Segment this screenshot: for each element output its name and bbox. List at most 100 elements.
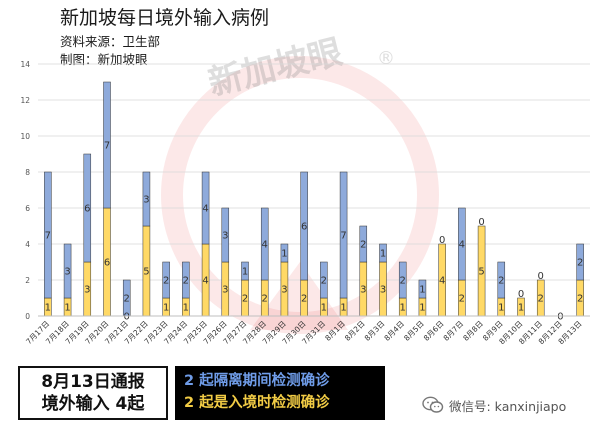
- data-label-bottom: 3: [84, 285, 90, 296]
- data-label-bottom: 2: [538, 294, 544, 305]
- data-label-top: 1: [419, 285, 425, 296]
- bar-top-segment: [201, 171, 210, 245]
- bar-top-segment: [260, 207, 269, 281]
- data-label-top: 2: [321, 276, 327, 287]
- data-label-bottom: 2: [242, 294, 248, 305]
- data-label-top: 7: [340, 231, 346, 242]
- data-label-bottom: 1: [163, 303, 169, 314]
- bar-top-segment: [359, 225, 368, 263]
- bar-top-segment: [182, 261, 190, 299]
- data-label-bottom: 1: [518, 303, 524, 314]
- data-label-bottom: 1: [340, 303, 346, 314]
- bar-top-segment: [241, 261, 249, 281]
- y-tick-label: 14: [20, 60, 30, 69]
- detail-quarantine: 2 起隔离期间检测确诊: [184, 373, 330, 389]
- bar-top-segment: [83, 153, 92, 263]
- data-label-bottom: 1: [321, 303, 327, 314]
- bar-top-segment: [103, 81, 111, 209]
- data-label-top: 4: [459, 240, 465, 251]
- y-tick-label: 10: [20, 132, 30, 141]
- data-label-top: 2: [183, 276, 189, 287]
- data-label-top: 1: [380, 249, 386, 260]
- bar-top-segment: [162, 261, 170, 299]
- data-label-top: 3: [143, 195, 149, 206]
- data-label-top: 2: [400, 276, 406, 287]
- data-label-top: 0: [518, 289, 524, 300]
- bar-top-segment: [221, 207, 230, 263]
- x-tick-label: 8月5日: [402, 319, 426, 343]
- data-label-top: 6: [301, 222, 307, 233]
- data-label-top: 7: [45, 231, 51, 242]
- wechat-label: 微信号: kanxinjiapo: [449, 398, 567, 414]
- data-label-bottom: 4: [202, 276, 208, 287]
- data-label-bottom: 2: [301, 294, 307, 305]
- data-source: 资料来源：卫生部: [60, 34, 161, 49]
- detail-arrival: 2 起是入境时检测确诊: [184, 395, 330, 411]
- data-label-bottom: 2: [577, 294, 583, 305]
- bar-top-segment: [280, 243, 289, 263]
- y-tick-label: 12: [20, 96, 30, 105]
- data-label-bottom: 6: [104, 258, 110, 269]
- data-label-top: 2: [360, 240, 366, 251]
- data-label-top: 4: [202, 204, 208, 215]
- page-title: 新加坡每日境外输入病例: [60, 7, 270, 29]
- bar-top-segment: [300, 171, 308, 281]
- chart-maker: 制图：新加坡眼: [60, 52, 148, 67]
- data-label-top: 1: [242, 267, 248, 278]
- data-label-top: 2: [124, 294, 130, 305]
- data-label-bottom: 0: [557, 312, 563, 323]
- data-label-top: 1: [281, 249, 287, 260]
- data-label-top: 3: [222, 231, 228, 242]
- bar-top-segment: [576, 243, 584, 281]
- notice-count: 境外输入 4起: [41, 394, 145, 414]
- x-tick-label: 8月7日: [442, 319, 466, 343]
- bar-top-segment: [418, 279, 427, 299]
- notice-date: 8月13日通报: [41, 372, 145, 392]
- data-label-bottom: 5: [143, 267, 149, 278]
- data-label-top: 3: [64, 267, 70, 278]
- wechat-icon: [422, 396, 444, 413]
- data-label-bottom: 2: [459, 294, 465, 305]
- x-tick-label: 8月8日: [461, 319, 485, 343]
- bar-top-segment: [458, 207, 466, 281]
- bar-top-segment: [142, 171, 151, 227]
- data-label-top: 2: [577, 258, 583, 269]
- data-label-bottom: 3: [281, 285, 287, 296]
- bar-top-segment: [320, 261, 328, 299]
- x-tick-label: 8月6日: [422, 319, 446, 343]
- x-tick-label: 8月4日: [382, 319, 406, 343]
- data-label-top: 0: [439, 235, 445, 246]
- y-tick-label: 0: [25, 312, 30, 321]
- data-label-bottom: 2: [262, 294, 268, 305]
- data-label-top: 4: [262, 240, 268, 251]
- data-label-bottom: 0: [124, 312, 130, 323]
- bar-top-segment: [379, 243, 387, 263]
- bar-top-segment: [398, 261, 407, 299]
- bar-chart: 02468101214177月17日137月18日367月19日677月20日0…: [20, 60, 590, 346]
- data-label-bottom: 3: [222, 285, 228, 296]
- data-label-bottom: 1: [64, 303, 70, 314]
- data-label-bottom: 5: [478, 267, 484, 278]
- y-tick-label: 8: [25, 168, 30, 177]
- data-label-bottom: 3: [360, 285, 366, 296]
- data-label-bottom: 1: [183, 303, 189, 314]
- data-label-top: 0: [538, 271, 544, 282]
- data-label-top: 7: [104, 141, 110, 152]
- data-label-bottom: 4: [439, 276, 445, 287]
- x-tick-label: 8月3日: [363, 319, 387, 343]
- bar-top-segment: [497, 261, 506, 299]
- bar-top-segment: [339, 171, 348, 299]
- bar-top-segment: [44, 171, 52, 299]
- data-label-bottom: 1: [400, 303, 406, 314]
- x-tick-label: 8月1日: [323, 319, 347, 343]
- data-label-top: 2: [498, 276, 504, 287]
- detail-box: 2 起隔离期间检测确诊 2 起是入境时检测确诊: [175, 366, 385, 420]
- data-label-top: 2: [163, 276, 169, 287]
- bar-top-segment: [63, 243, 72, 299]
- data-label-bottom: 3: [380, 285, 386, 296]
- data-label-top: 6: [84, 204, 90, 215]
- data-label-bottom: 1: [498, 303, 504, 314]
- y-tick-label: 4: [25, 240, 30, 249]
- data-label-bottom: 1: [45, 303, 51, 314]
- y-tick-label: 6: [25, 204, 30, 213]
